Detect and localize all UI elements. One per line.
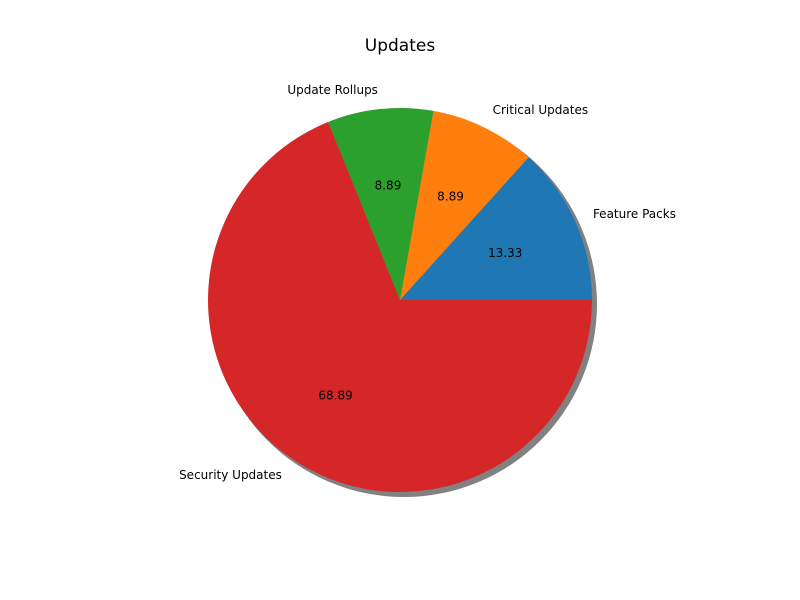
pie-slice-update-rollups (328, 108, 434, 300)
slice-label: Update Rollups (287, 83, 378, 97)
slice-value-label: 8.89 (375, 178, 402, 192)
pie-labels: Feature Packs 13.33 Critical Updates 8.89 Up… (179, 83, 676, 482)
slice-value-label: 8.89 (437, 189, 464, 203)
slice-value-label: 68.89 (318, 389, 352, 403)
slice-label: Security Updates (179, 468, 282, 482)
chart-title: Updates (365, 36, 436, 56)
slice-label: Feature Packs (593, 207, 676, 221)
pie-slice-critical-updates (400, 110, 529, 300)
pie-slice-feature-packs (400, 157, 592, 300)
slice-value-label: 13.33 (488, 246, 522, 260)
slice-label: Critical Updates (493, 103, 589, 117)
pie-slices (208, 108, 592, 493)
pie-slice-security-updates (208, 121, 592, 493)
